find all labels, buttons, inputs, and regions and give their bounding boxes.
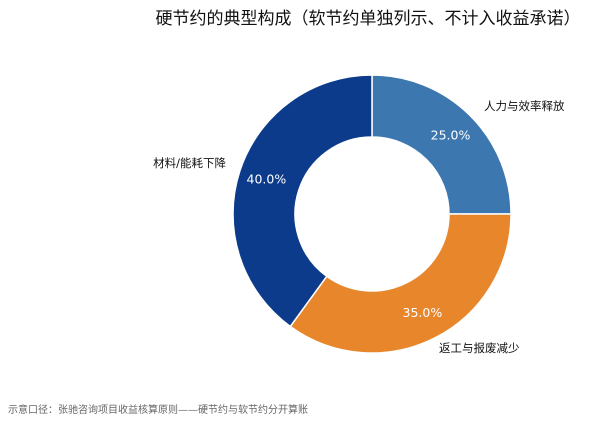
percent-label-2: 35.0% xyxy=(403,305,443,320)
category-label-2: 返工与报废减少 xyxy=(439,341,520,355)
donut-slices xyxy=(232,74,512,354)
footnote: 示意口径：张驰咨询项目收益核算原则——硬节约与软节约分开算账 xyxy=(8,403,308,416)
category-label-1: 人力与效率释放 xyxy=(484,99,565,113)
chart-title: 硬节约的典型构成（软节约单独列示、不计入收益承诺） xyxy=(156,9,581,29)
percent-label-1: 25.0% xyxy=(431,128,471,143)
percent-label-3: 40.0% xyxy=(247,172,287,187)
percent-labels: 25.0% 35.0% 40.0% xyxy=(247,128,471,320)
category-label-3: 材料/能耗下降 xyxy=(153,156,226,170)
donut-slice-3 xyxy=(232,74,373,328)
donut-slice-1 xyxy=(371,74,512,215)
donut-slice-2 xyxy=(289,213,512,354)
